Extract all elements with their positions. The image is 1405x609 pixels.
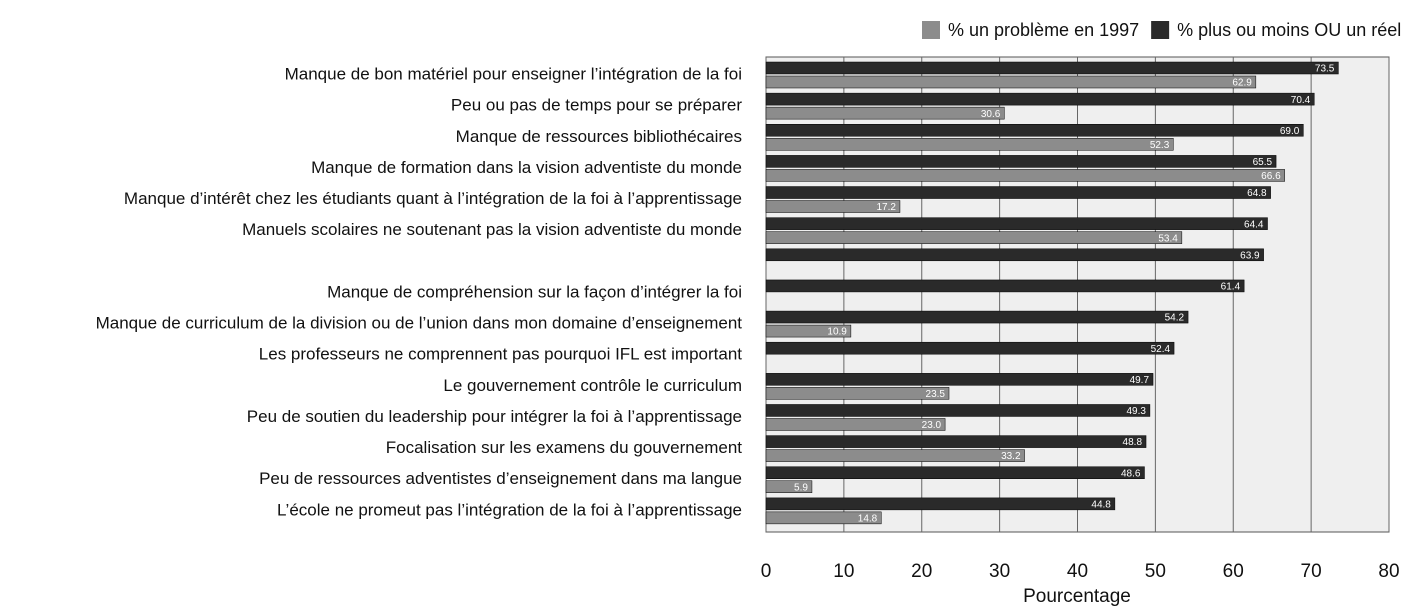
category-label: Manque d’intérêt chez les étudiants quan… xyxy=(124,189,742,208)
bar xyxy=(765,124,1304,137)
value-label: 49.7 xyxy=(1130,375,1150,386)
bar xyxy=(765,404,1151,417)
value-label: 52.4 xyxy=(1151,344,1171,355)
value-label: 23.5 xyxy=(926,389,946,400)
bar xyxy=(765,449,1025,462)
bar xyxy=(765,61,1339,75)
bar xyxy=(765,75,1257,89)
value-label: 66.6 xyxy=(1261,171,1281,182)
bar xyxy=(765,480,813,493)
value-label: 53.4 xyxy=(1158,233,1178,244)
bar xyxy=(765,324,852,338)
value-label: 62.9 xyxy=(1232,78,1252,89)
bar xyxy=(765,373,1154,386)
bar xyxy=(765,155,1277,168)
value-label: 33.2 xyxy=(1001,451,1021,462)
bar xyxy=(765,138,1174,151)
x-tick-label: 20 xyxy=(911,561,932,582)
value-label: 49.3 xyxy=(1126,406,1146,417)
bar xyxy=(765,418,946,431)
value-label: 23.0 xyxy=(922,420,942,431)
category-label: Focalisation sur les examens du gouverne… xyxy=(386,438,743,457)
value-label: 63.9 xyxy=(1240,250,1260,261)
bar xyxy=(765,217,1268,230)
value-label: 10.9 xyxy=(827,327,847,338)
value-label: 70.4 xyxy=(1291,95,1311,106)
value-label: 48.6 xyxy=(1121,468,1141,479)
bar xyxy=(765,341,1175,355)
bar xyxy=(765,511,882,525)
bar xyxy=(765,435,1147,448)
category-label: Le gouvernement contrôle le curriculum xyxy=(443,376,742,395)
value-label: 61.4 xyxy=(1221,282,1241,293)
bar xyxy=(765,466,1145,479)
legend-label: % plus ou moins OU un réel problème en 2… xyxy=(1177,20,1405,40)
category-label: Manuels scolaires ne soutenant pas la vi… xyxy=(242,220,742,239)
x-tick-label: 60 xyxy=(1223,561,1244,582)
x-tick-label: 50 xyxy=(1145,561,1166,582)
value-label: 69.0 xyxy=(1280,126,1300,137)
category-label: Peu de ressources adventistes d’enseigne… xyxy=(259,469,742,488)
category-label: Manque de curriculum de la division ou d… xyxy=(96,314,743,333)
category-label: Manque de ressources bibliothécaires xyxy=(456,127,742,146)
value-label: 5.9 xyxy=(794,482,808,493)
category-label: Manque de bon matériel pour enseigner l’… xyxy=(285,64,742,83)
x-tick-label: 10 xyxy=(833,561,854,582)
value-label: 64.4 xyxy=(1244,219,1264,230)
category-label: Les professeurs ne comprennent pas pourq… xyxy=(259,345,742,364)
category-label: Manque de compréhension sur la façon d’i… xyxy=(327,282,742,301)
x-tick-label: 40 xyxy=(1067,561,1088,582)
x-tick-label: 0 xyxy=(761,561,772,582)
legend-swatch xyxy=(1151,21,1170,39)
bar xyxy=(765,387,950,400)
bar xyxy=(765,186,1271,199)
value-label: 44.8 xyxy=(1091,500,1111,511)
x-tick-label: 30 xyxy=(989,561,1010,582)
x-tick-label: 80 xyxy=(1378,561,1399,582)
legend-swatch xyxy=(922,21,940,39)
category-label: L’école ne promeut pas l’intégration de … xyxy=(277,500,742,519)
bar xyxy=(765,92,1315,106)
bar xyxy=(765,497,1116,511)
value-label: 54.2 xyxy=(1165,313,1185,324)
category-label: Peu ou pas de temps pour se préparer xyxy=(451,96,742,115)
bar xyxy=(765,248,1264,262)
legend-label: % un problème en 1997 xyxy=(948,20,1139,40)
bar xyxy=(765,169,1285,182)
value-label: 52.3 xyxy=(1150,140,1170,151)
value-label: 14.8 xyxy=(858,514,878,525)
value-label: 65.5 xyxy=(1253,157,1273,168)
bar xyxy=(765,106,1005,120)
category-label: Manque de formation dans la vision adven… xyxy=(311,158,742,177)
bar xyxy=(765,231,1183,244)
bar xyxy=(765,310,1189,324)
value-label: 48.8 xyxy=(1123,437,1143,448)
value-label: 17.2 xyxy=(876,202,896,213)
category-label: Peu de soutien du leadership pour intégr… xyxy=(247,407,742,426)
value-label: 73.5 xyxy=(1315,64,1335,75)
value-label: 30.6 xyxy=(981,109,1001,120)
x-tick-label: 70 xyxy=(1301,561,1322,582)
x-axis-label: Pourcentage xyxy=(1023,586,1131,607)
value-label: 64.8 xyxy=(1247,188,1267,199)
bar xyxy=(765,279,1245,293)
bar xyxy=(765,200,901,213)
